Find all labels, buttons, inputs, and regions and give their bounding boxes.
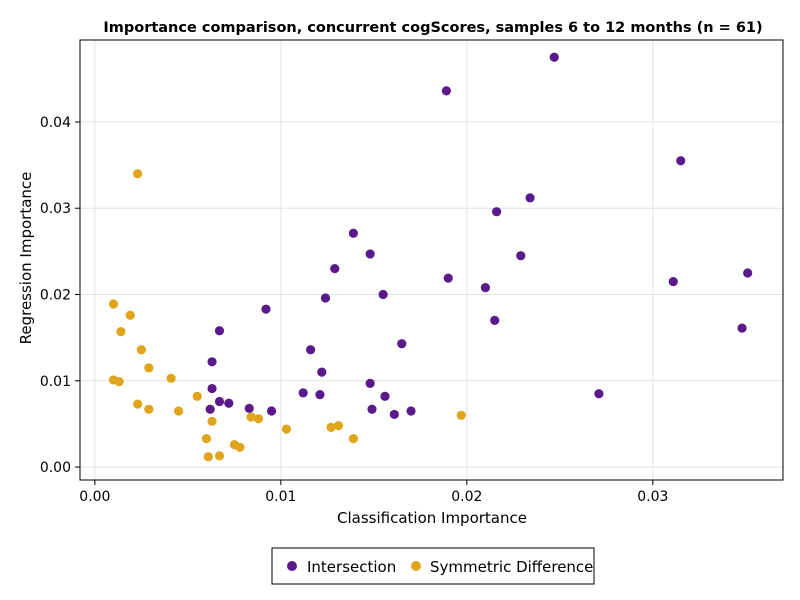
intersection-point — [525, 193, 535, 203]
plot-frame — [79, 39, 784, 481]
symmetric-difference-point — [173, 406, 184, 416]
symmetric-difference-point — [203, 452, 213, 462]
intersection-point — [549, 52, 559, 62]
intersection-point — [298, 388, 308, 398]
x-tick-label: 0.02 — [451, 489, 482, 505]
intersection-point — [480, 283, 491, 293]
legend-label-intersection: Intersection — [307, 558, 396, 576]
legend-frame — [271, 547, 595, 585]
intersection-point — [330, 264, 340, 274]
intersection-point — [207, 357, 217, 367]
intersection-point — [737, 323, 747, 333]
intersection-point — [743, 268, 753, 278]
symmetric-difference-point — [133, 169, 143, 179]
intersection-point — [490, 315, 500, 325]
symmetric-difference-point — [214, 451, 225, 461]
data-points — [108, 52, 753, 462]
intersection-point — [406, 406, 416, 416]
chart-title: Importance comparison, concurrent cogSco… — [103, 20, 762, 36]
intersection-point — [380, 391, 390, 401]
legend-marker-intersection — [287, 561, 297, 571]
y-tick-label: 0.02 — [40, 288, 71, 304]
legend: Intersection Symmetric Difference — [271, 547, 595, 585]
symmetric-difference-point — [456, 410, 466, 420]
intersection-point — [443, 273, 453, 283]
y-axis-ticks: 0.00 0.01 0.02 0.03 0.04 — [40, 115, 80, 476]
symmetric-difference-point — [136, 345, 146, 355]
symmetric-difference-point — [116, 327, 126, 337]
symmetric-difference-point — [144, 404, 154, 414]
intersection-point — [317, 367, 327, 377]
intersection-point — [676, 156, 686, 166]
intersection-point — [516, 251, 526, 261]
intersection-point — [668, 276, 678, 287]
intersection-point — [397, 339, 407, 349]
x-tick-label: 0.00 — [79, 489, 110, 505]
intersection-point — [205, 404, 215, 414]
y-axis-label: Regression Importance — [17, 172, 35, 345]
intersection-point — [378, 289, 388, 300]
symmetric-difference-point — [326, 422, 336, 432]
intersection-point — [214, 396, 225, 407]
intersection-point — [365, 378, 375, 388]
symmetric-difference-point — [201, 433, 212, 444]
symmetric-difference-point — [235, 442, 245, 452]
grid-lines — [80, 40, 783, 480]
intersection-point — [389, 409, 399, 420]
intersection-point — [214, 326, 225, 336]
intersection-point — [441, 86, 451, 96]
intersection-point — [348, 228, 358, 238]
symmetric-difference-point — [125, 310, 135, 320]
intersection-point — [491, 207, 502, 217]
y-tick-label: 0.01 — [40, 374, 71, 390]
symmetric-difference-point — [108, 299, 119, 309]
intersection-point — [594, 389, 604, 399]
symmetric-difference-point — [207, 416, 217, 426]
intersection-point — [365, 249, 375, 259]
symmetric-difference-point — [166, 373, 176, 383]
y-tick-label: 0.03 — [40, 201, 71, 217]
symmetric-difference-point — [333, 421, 344, 431]
x-tick-label: 0.01 — [265, 489, 296, 505]
intersection-point — [207, 383, 217, 394]
legend-marker-symmetric-difference — [411, 561, 421, 571]
symmetric-difference-point — [246, 412, 256, 422]
x-axis-label: Classification Importance — [337, 509, 527, 527]
symmetric-difference-point — [192, 391, 202, 401]
x-tick-label: 0.03 — [637, 489, 668, 505]
symmetric-difference-point — [348, 433, 358, 444]
intersection-point — [266, 406, 277, 416]
x-axis-ticks: 0.00 0.01 0.02 0.03 — [79, 480, 668, 505]
intersection-point — [224, 398, 234, 408]
y-tick-label: 0.04 — [40, 115, 71, 131]
intersection-point — [367, 404, 377, 414]
y-tick-label: 0.00 — [40, 460, 71, 476]
legend-label-symmetric-difference: Symmetric Difference — [430, 558, 593, 576]
intersection-point — [320, 293, 331, 303]
symmetric-difference-point — [114, 377, 124, 387]
intersection-point — [315, 389, 325, 400]
intersection-point — [261, 304, 271, 314]
symmetric-difference-point — [281, 424, 292, 434]
symmetric-difference-point — [144, 363, 154, 373]
intersection-point — [306, 345, 316, 355]
symmetric-difference-point — [133, 399, 143, 409]
intersection-point — [244, 403, 254, 413]
symmetric-difference-point — [253, 414, 264, 424]
